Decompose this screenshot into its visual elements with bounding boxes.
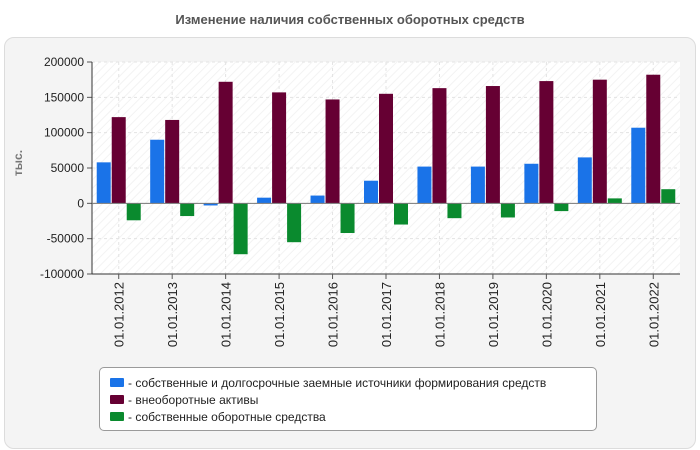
legend-swatch-working-capital <box>110 412 124 421</box>
y-tick-label: 200000 <box>44 55 84 69</box>
bar-3-01.01.2020 <box>554 203 569 212</box>
bar-1-01.01.2012 <box>96 162 111 204</box>
bar-3-01.01.2018 <box>447 203 462 219</box>
y-tick-label: 50000 <box>51 161 85 175</box>
legend: - собственные и долгосрочные заемные ист… <box>99 367 597 431</box>
x-tick-label: 01.01.2016 <box>326 282 341 347</box>
legend-label-working-capital: - собственные оборотные средства <box>128 409 326 424</box>
bar-2-01.01.2017 <box>379 93 393 204</box>
bar-3-01.01.2014 <box>233 203 248 255</box>
bar-1-01.01.2019 <box>470 166 485 204</box>
bar-1-01.01.2018 <box>417 166 432 204</box>
bar-2-01.01.2015 <box>272 92 287 204</box>
bar-3-01.01.2019 <box>500 203 515 218</box>
bar-1-01.01.2022 <box>631 127 646 204</box>
x-tick-label: 01.01.2013 <box>165 282 180 347</box>
bar-1-01.01.2020 <box>524 163 539 204</box>
bar-1-01.01.2021 <box>577 157 592 204</box>
x-tick-label: 01.01.2014 <box>219 282 234 347</box>
bar-2-01.01.2018 <box>432 88 447 204</box>
bar-2-01.01.2016 <box>325 99 340 204</box>
y-tick-label: 150000 <box>44 90 84 104</box>
legend-swatch-noncurrent-assets <box>110 395 124 404</box>
y-tick-label: 0 <box>77 196 84 210</box>
x-tick-label: 01.01.2015 <box>272 282 287 347</box>
y-tick-label: -50000 <box>47 232 85 246</box>
x-tick-label: 01.01.2012 <box>112 282 127 347</box>
legend-label-sources: - собственные и долгосрочные заемные ист… <box>128 375 547 390</box>
legend-item-noncurrent-assets: - внеоборотные активы <box>110 391 596 408</box>
chart-title: Изменение наличия собственных оборотных … <box>175 12 525 27</box>
bar-3-01.01.2016 <box>340 203 355 234</box>
y-tick-label: -100000 <box>40 267 84 281</box>
bar-2-01.01.2020 <box>539 81 554 204</box>
legend-swatch-sources <box>110 378 124 387</box>
bar-2-01.01.2014 <box>218 81 233 204</box>
y-axis-label: тыс. <box>11 150 25 176</box>
bar-1-01.01.2015 <box>257 197 272 204</box>
bar-2-01.01.2021 <box>592 79 607 204</box>
legend-label-noncurrent-assets: - внеоборотные активы <box>128 392 259 407</box>
bar-3-01.01.2022 <box>661 189 676 204</box>
y-tick-label: 100000 <box>44 126 84 140</box>
bar-1-01.01.2017 <box>364 180 378 204</box>
bar-3-01.01.2015 <box>287 203 302 243</box>
bar-2-01.01.2019 <box>485 86 500 204</box>
legend-item-working-capital: - собственные оборотные средства <box>110 408 596 425</box>
legend-item-sources: - собственные и долгосрочные заемные ист… <box>110 374 596 391</box>
x-tick-label: 01.01.2022 <box>646 282 661 347</box>
bar-3-01.01.2021 <box>607 198 622 204</box>
bar-3-01.01.2012 <box>126 203 141 221</box>
x-tick-label: 01.01.2020 <box>539 282 554 347</box>
bar-2-01.01.2022 <box>646 74 661 204</box>
bar-1-01.01.2016 <box>310 195 325 204</box>
x-tick-label: 01.01.2017 <box>379 282 394 347</box>
x-tick-label: 01.01.2021 <box>593 282 608 347</box>
bar-1-01.01.2014 <box>203 203 218 206</box>
bar-3-01.01.2017 <box>394 203 408 225</box>
bar-3-01.01.2013 <box>180 203 195 217</box>
x-tick-label: 01.01.2019 <box>486 282 501 347</box>
bar-2-01.01.2013 <box>165 119 180 204</box>
x-tick-label: 01.01.2018 <box>432 282 447 347</box>
bar-2-01.01.2012 <box>111 117 126 204</box>
bar-1-01.01.2013 <box>150 139 165 204</box>
